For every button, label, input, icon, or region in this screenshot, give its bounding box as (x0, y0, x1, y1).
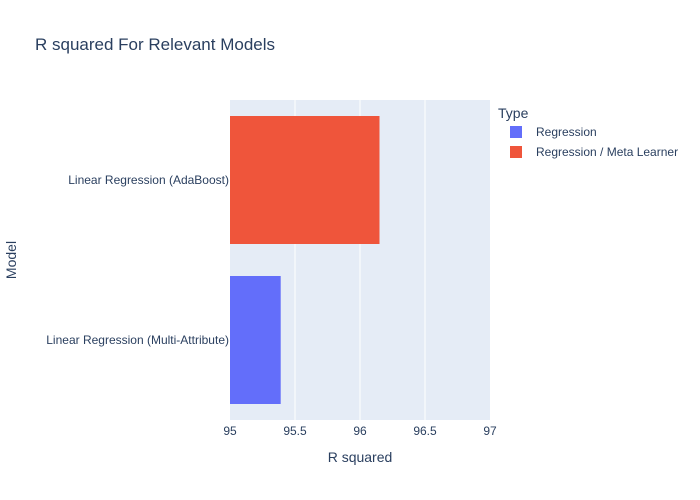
x-tick-label: 96 (353, 424, 367, 438)
x-axis-ticks: 95 95.5 96 96.5 97 (223, 424, 497, 438)
legend-label: Regression (536, 125, 597, 139)
bars (230, 116, 380, 404)
legend-item[interactable]: Regression / Meta Learner (510, 145, 678, 159)
y-tick-label: Linear Regression (AdaBoost) (68, 173, 229, 187)
x-axis-title: R squared (328, 449, 393, 465)
bar (230, 276, 281, 404)
x-tick-label: 95 (223, 424, 237, 438)
bar (230, 116, 380, 244)
chart-title: R squared For Relevant Models (35, 35, 275, 54)
x-tick-label: 96.5 (413, 424, 437, 438)
y-axis-title: Model (3, 241, 19, 279)
legend-label: Regression / Meta Learner (536, 145, 678, 159)
x-tick-label: 95.5 (283, 424, 307, 438)
legend-swatch (510, 126, 522, 138)
y-tick-label: Linear Regression (Multi-Attribute) (46, 333, 229, 347)
legend: Type Regression Regression / Meta Learner (498, 105, 678, 159)
legend-title: Type (498, 105, 529, 121)
legend-swatch (510, 146, 522, 158)
x-tick-label: 97 (483, 424, 497, 438)
y-axis-ticks: Linear Regression (AdaBoost) Linear Regre… (46, 173, 229, 347)
legend-item[interactable]: Regression (510, 125, 597, 139)
